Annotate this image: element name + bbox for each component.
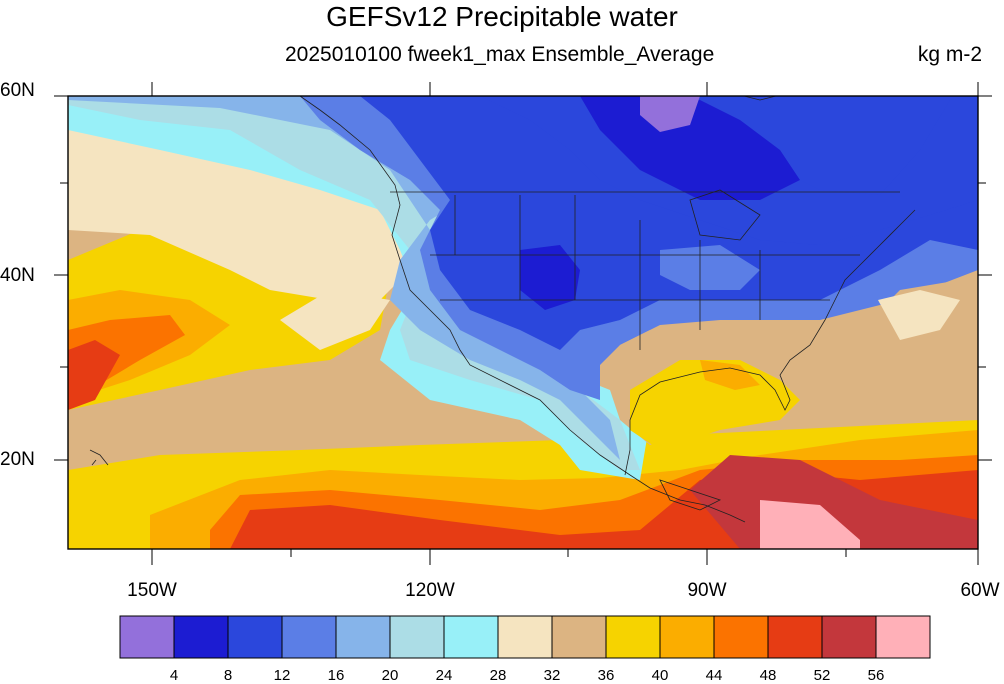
colorbar-swatch (605, 615, 661, 659)
colorbar-tick-label: 4 (169, 667, 179, 684)
colorbar-tick-label: 16 (327, 667, 345, 684)
colorbar-tick-label: 8 (223, 667, 233, 684)
colorbar-tick-label: 48 (759, 667, 777, 684)
shaded-field (68, 96, 978, 549)
colorbar-tick-label: 12 (273, 667, 291, 684)
axis-ticks (54, 82, 992, 565)
chart-subtitle: 2025010100 fweek1_max Ensemble_Average (285, 43, 715, 66)
lon-label-120w: 120W (405, 580, 455, 601)
colorbar-swatch (173, 615, 229, 659)
colorbar-tick-label: 40 (651, 667, 669, 684)
lat-label-40n: 40N (0, 265, 35, 286)
colorbar-swatch (119, 615, 175, 659)
colorbar-tick-label: 20 (381, 667, 399, 684)
colorbar-tick-label: 28 (489, 667, 507, 684)
colorbar-tick-label: 52 (813, 667, 831, 684)
colorbar-swatch (713, 615, 769, 659)
colorbar-swatch (767, 615, 823, 659)
colorbar-swatch (281, 615, 337, 659)
colorbar-tick-label: 56 (867, 667, 885, 684)
lon-label-60w: 60W (960, 580, 1000, 601)
colorbar-swatch (443, 615, 499, 659)
colorbar-swatch (389, 615, 445, 659)
colorbar-tick-label: 32 (543, 667, 561, 684)
colorbar-tick-label: 24 (435, 667, 453, 684)
colorbar-tick-label: 44 (705, 667, 723, 684)
lon-label-90w: 90W (687, 580, 727, 601)
colorbar-swatch (227, 615, 283, 659)
lat-label-20n: 20N (0, 449, 35, 470)
colorbar-swatch (497, 615, 553, 659)
map-frame (67, 95, 979, 550)
lon-label-150w: 150W (127, 580, 177, 601)
chart-title: GEFSv12 Precipitable water (326, 1, 678, 32)
colorbar-swatch (821, 615, 877, 659)
colorbar-tick-label: 36 (597, 667, 615, 684)
colorbar-swatch (551, 615, 607, 659)
lat-label-60n: 60N (0, 80, 35, 101)
colorbar-swatch (875, 615, 931, 659)
coastlines (89, 96, 916, 523)
units-label: kg m-2 (917, 43, 982, 66)
colorbar-swatch (659, 615, 715, 659)
colorbar-swatch (335, 615, 391, 659)
